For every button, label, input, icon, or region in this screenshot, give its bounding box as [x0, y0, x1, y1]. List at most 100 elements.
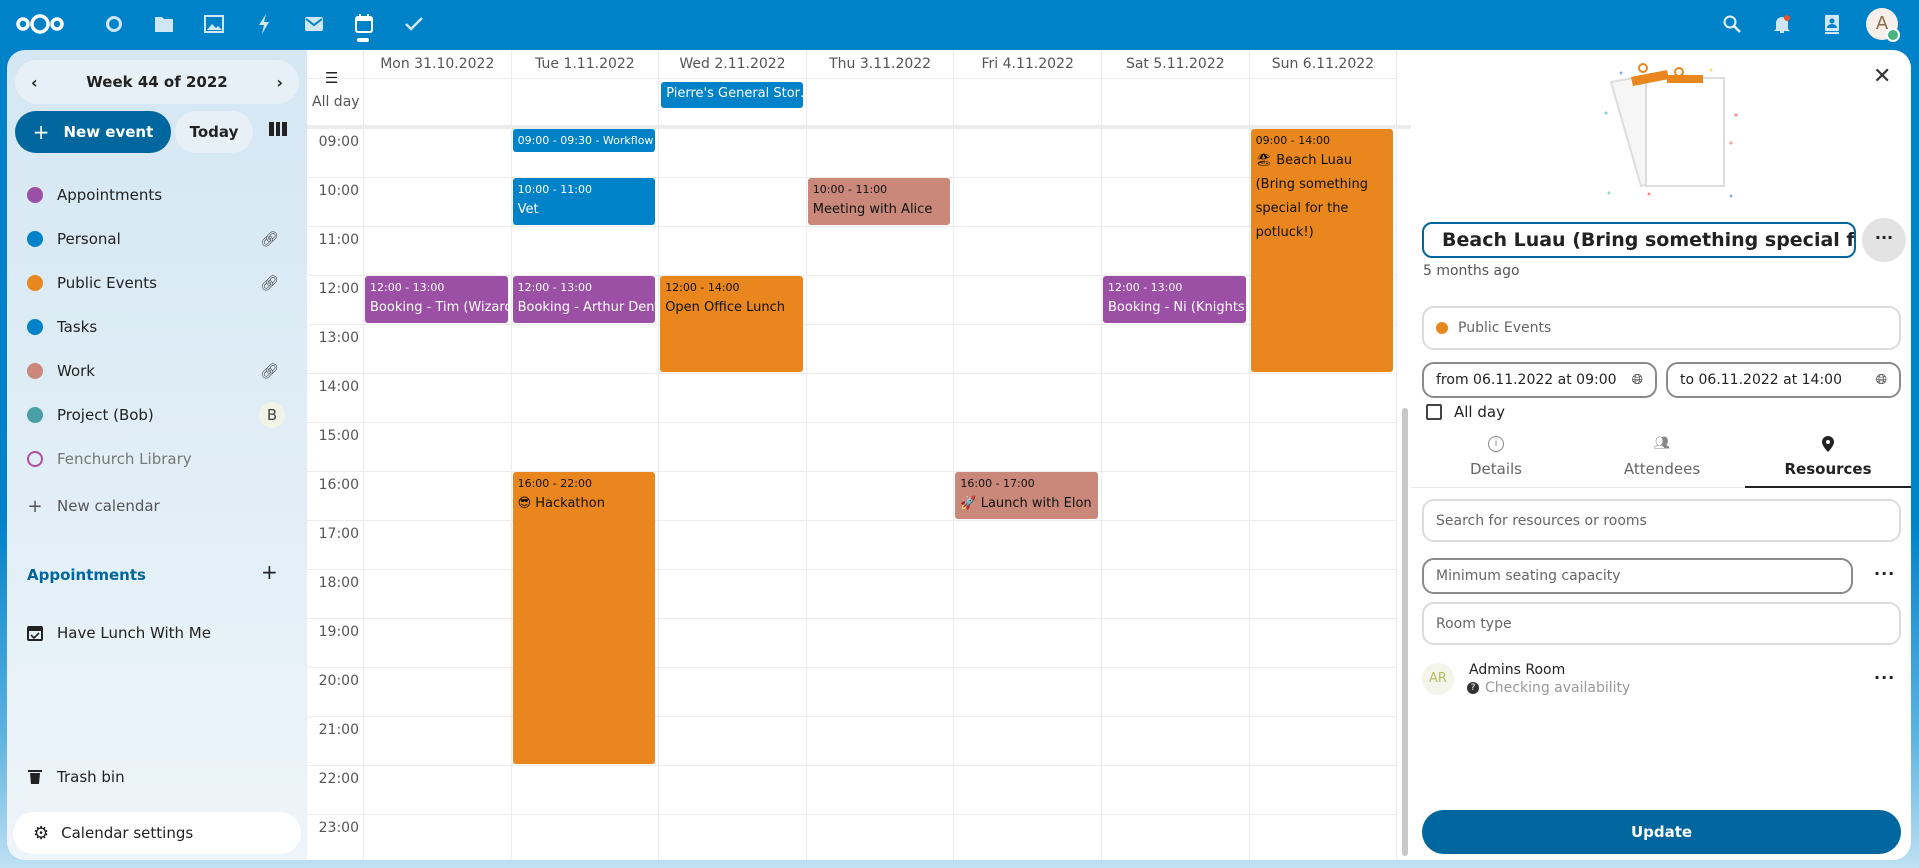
close-icon[interactable]: ✕ [1873, 64, 1892, 89]
sidebar: ‹ Week 44 of 2022 › + New event Today App… [7, 50, 307, 860]
appointment-item[interactable]: Have Lunch With Me [27, 613, 297, 653]
seating-capacity-placeholder: Minimum seating capacity [1436, 568, 1621, 584]
tab-resources[interactable]: Resources [1745, 436, 1911, 478]
event-time: 12:00 - 13:00 [1108, 281, 1183, 294]
calendar-event[interactable]: 12:00 - 13:00 Booking - Tim (Wizard) [365, 276, 508, 323]
end-datetime-field[interactable]: to 06.11.2022 at 14:00 🌐︎ [1666, 362, 1901, 398]
event-time: 12:00 - 13:00 [370, 281, 445, 294]
timezone-globe-icon[interactable]: 🌐︎ [1875, 372, 1887, 388]
day-header[interactable]: Thu 3.11.2022 [805, 50, 954, 78]
hour-line [307, 765, 1397, 766]
calendar-event[interactable]: 12:00 - 13:00 Booking - Ni (Knights [1103, 276, 1246, 323]
calendar-event[interactable]: 09:00 - 09:30 - Workflow [512, 129, 656, 152]
calendar-event[interactable]: 09:00 - 14:00 🏖 Beach Luau (Bring somethi… [1250, 129, 1394, 372]
calendar-color-dot [27, 363, 43, 379]
share-link-icon[interactable]: 🔗︎ [259, 362, 279, 380]
calendar-item[interactable]: Tasks [27, 307, 297, 347]
calendar-color-dot [27, 187, 43, 203]
calendar-event[interactable]: 12:00 - 13:00 Booking - Arthur Dent [512, 276, 656, 323]
new-event-button[interactable]: + New event [15, 111, 171, 153]
hour-label: 20:00 [318, 673, 359, 689]
room-type-input[interactable]: Room type [1422, 602, 1901, 645]
week-label: Week 44 of 2022 [86, 73, 228, 91]
previous-week-button[interactable]: ‹ [31, 72, 38, 92]
share-link-icon[interactable]: 🔗︎ [259, 274, 279, 292]
tasks-icon[interactable] [402, 12, 426, 36]
seating-capacity-input[interactable]: Minimum seating capacity [1422, 558, 1853, 594]
notifications-icon[interactable] [1770, 12, 1794, 36]
day-header[interactable]: Wed 2.11.2022 [658, 50, 806, 78]
hour-label: 18:00 [318, 575, 359, 591]
tabs-divider [1411, 487, 1911, 488]
calendar-event[interactable]: 16:00 - 22:00 😎 Hackathon [512, 472, 656, 764]
hour-label: 10:00 [318, 183, 359, 199]
day-header[interactable]: Tue 1.11.2022 [510, 50, 659, 78]
photos-icon[interactable] [202, 12, 226, 36]
add-appointment-button[interactable]: + [261, 560, 278, 584]
search-icon[interactable] [1720, 12, 1744, 36]
contacts-icon[interactable] [1820, 12, 1844, 36]
start-datetime-field[interactable]: from 06.11.2022 at 09:00 🌐︎ [1422, 362, 1657, 398]
day-column-line [363, 50, 364, 860]
calendar-event[interactable]: 10:00 - 11:00 Vet [512, 178, 656, 225]
tab-attendees[interactable]: 👥︎ Attendees [1579, 436, 1745, 478]
appointment-item-label: Have Lunch With Me [57, 624, 211, 642]
hour-line [307, 177, 1397, 178]
allday-checkbox[interactable]: All day [1426, 403, 1505, 421]
activity-icon[interactable] [252, 12, 276, 36]
hour-label: 11:00 [318, 232, 359, 248]
files-icon[interactable] [152, 12, 176, 36]
event-time: 10:00 - 11:00 [517, 183, 592, 196]
calendar-picker-label: Public Events [1458, 320, 1552, 336]
timezone-globe-icon[interactable]: 🌐︎ [1631, 372, 1643, 388]
event-title-input[interactable]: Beach Luau (Bring something special for … [1422, 222, 1856, 258]
share-link-icon[interactable]: 🔗︎ [259, 230, 279, 248]
calendar-item[interactable]: Project (Bob) B [27, 395, 297, 435]
new-calendar-label: New calendar [57, 497, 160, 515]
mail-icon[interactable] [302, 12, 326, 36]
calendar-settings-label: Calendar settings [61, 824, 194, 842]
map-marker-icon [1745, 436, 1911, 452]
calendar-picker[interactable]: Public Events [1422, 306, 1901, 350]
update-button[interactable]: Update [1422, 810, 1901, 854]
day-header[interactable]: Fri 4.11.2022 [953, 50, 1101, 78]
event-illustration [1604, 63, 1738, 198]
calendar-settings-button[interactable]: ⚙ Calendar settings [13, 812, 301, 854]
info-icon: i [1488, 436, 1504, 452]
filter-more-button[interactable]: ··· [1874, 564, 1896, 583]
tab-details-label: Details [1469, 460, 1522, 478]
calendar-icon[interactable] [352, 12, 376, 36]
next-week-button[interactable]: › [276, 72, 283, 92]
hour-label: 21:00 [318, 722, 359, 738]
hour-line [307, 471, 1397, 472]
resource-search-input[interactable]: Search for resources or rooms [1422, 499, 1901, 542]
nextcloud-logo[interactable] [15, 13, 65, 35]
allday-event[interactable]: Pierre's General Stor… [661, 82, 803, 108]
day-header[interactable]: Sat 5.11.2022 [1101, 50, 1249, 78]
day-header[interactable]: Mon 31.10.2022 [363, 50, 511, 78]
hour-label: 17:00 [318, 526, 359, 542]
calendar-item[interactable]: Personal 🔗︎ [27, 219, 297, 259]
new-calendar-button[interactable]: + New calendar [27, 486, 297, 526]
allday-label: All day [312, 94, 360, 110]
calendar-item[interactable]: Fenchurch Library [27, 439, 297, 479]
calendar-item[interactable]: Public Events 🔗︎ [27, 263, 297, 303]
calendar-event[interactable]: 16:00 - 17:00 🚀 Launch with Elon [955, 472, 1098, 519]
calendar-item-label: Tasks [57, 318, 98, 336]
today-button[interactable]: Today [175, 111, 253, 153]
gear-icon: ⚙ [33, 822, 50, 844]
view-switcher-icon[interactable] [269, 122, 288, 136]
calendar-event[interactable]: 10:00 - 11:00 Meeting with Alice [807, 178, 951, 225]
dashboard-icon[interactable] [102, 12, 126, 36]
resource-more-button[interactable]: ··· [1874, 668, 1896, 687]
appointments-section-header[interactable]: Appointments [27, 566, 146, 584]
calendar-event[interactable]: 12:00 - 14:00 Open Office Lunch [660, 276, 803, 372]
calendar-item[interactable]: Appointments [27, 175, 297, 215]
hour-line [307, 226, 1397, 227]
day-header[interactable]: Sun 6.11.2022 [1248, 50, 1397, 78]
event-actions-button[interactable]: ··· [1862, 218, 1906, 262]
trash-bin-button[interactable]: Trash bin [27, 757, 297, 797]
grid-scrollbar[interactable] [1402, 408, 1408, 856]
tab-details[interactable]: i Details [1413, 436, 1579, 478]
calendar-item[interactable]: Work 🔗︎ [27, 351, 297, 391]
